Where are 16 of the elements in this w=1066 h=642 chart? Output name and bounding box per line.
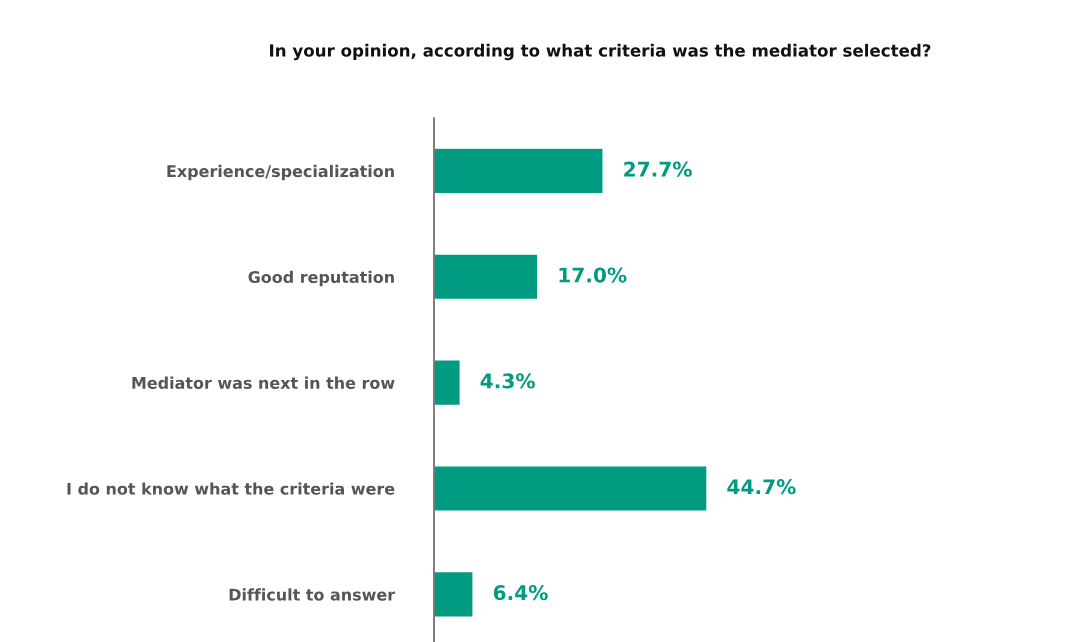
y-tick-label: Mediator was next in the row bbox=[132, 376, 395, 389]
y-tick-label: Good reputation bbox=[248, 270, 394, 287]
data-label: 44.7% bbox=[727, 479, 796, 495]
bar bbox=[434, 359, 461, 407]
bar bbox=[434, 570, 474, 618]
data-label: 4.3% bbox=[480, 373, 535, 389]
bar bbox=[434, 465, 707, 512]
y-tick-label: Difficult to answer bbox=[229, 588, 396, 601]
chart-title: In your opinion, according to what criteria was the mediator selected? bbox=[270, 43, 931, 61]
data-label: 17.0% bbox=[559, 267, 627, 283]
y-tick-label: I do not know what the criteria were bbox=[67, 482, 395, 495]
data-label: 6.4% bbox=[493, 584, 548, 601]
bar bbox=[434, 147, 604, 195]
bar bbox=[434, 253, 539, 301]
y-tick-label: Experience/specialization bbox=[167, 164, 394, 181]
data-label: 27.7% bbox=[624, 161, 692, 177]
